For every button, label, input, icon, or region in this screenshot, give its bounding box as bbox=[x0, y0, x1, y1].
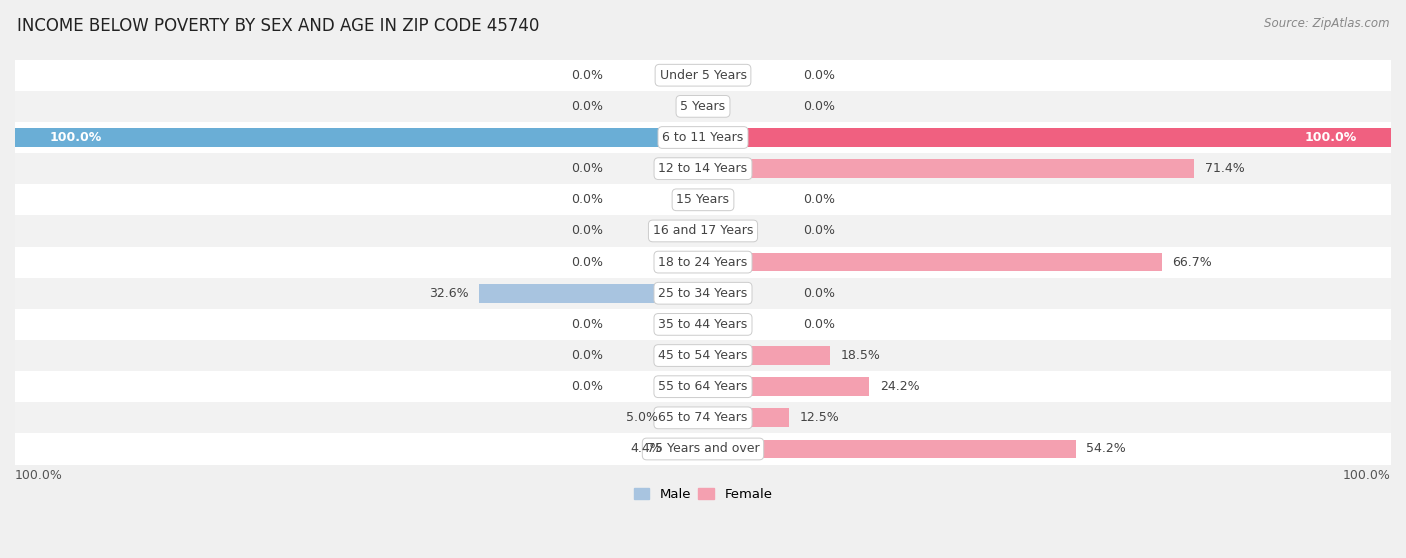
Bar bbox=[15, 278, 1391, 309]
Text: 16 and 17 Years: 16 and 17 Years bbox=[652, 224, 754, 238]
Text: 35 to 44 Years: 35 to 44 Years bbox=[658, 318, 748, 331]
Text: 4.4%: 4.4% bbox=[631, 442, 662, 455]
Text: 0.0%: 0.0% bbox=[803, 69, 835, 81]
Text: 32.6%: 32.6% bbox=[429, 287, 468, 300]
Text: 0.0%: 0.0% bbox=[571, 69, 603, 81]
Text: 0.0%: 0.0% bbox=[803, 193, 835, 206]
Text: 100.0%: 100.0% bbox=[15, 469, 63, 482]
Text: 0.0%: 0.0% bbox=[803, 287, 835, 300]
Text: INCOME BELOW POVERTY BY SEX AND AGE IN ZIP CODE 45740: INCOME BELOW POVERTY BY SEX AND AGE IN Z… bbox=[17, 17, 540, 35]
Text: 24.2%: 24.2% bbox=[880, 380, 920, 393]
Text: 0.0%: 0.0% bbox=[571, 380, 603, 393]
Text: 75 Years and over: 75 Years and over bbox=[647, 442, 759, 455]
Bar bbox=[15, 153, 1391, 184]
Bar bbox=[703, 128, 1391, 147]
Text: 0.0%: 0.0% bbox=[571, 100, 603, 113]
Bar bbox=[15, 215, 1391, 247]
Bar bbox=[15, 128, 703, 147]
Text: 65 to 74 Years: 65 to 74 Years bbox=[658, 411, 748, 424]
Text: 12 to 14 Years: 12 to 14 Years bbox=[658, 162, 748, 175]
Text: 66.7%: 66.7% bbox=[1173, 256, 1212, 268]
Text: 6 to 11 Years: 6 to 11 Years bbox=[662, 131, 744, 144]
Text: 12.5%: 12.5% bbox=[800, 411, 839, 424]
Bar bbox=[15, 122, 1391, 153]
Text: 71.4%: 71.4% bbox=[1205, 162, 1244, 175]
Text: 15 Years: 15 Years bbox=[676, 193, 730, 206]
Text: 5 Years: 5 Years bbox=[681, 100, 725, 113]
Text: 0.0%: 0.0% bbox=[571, 224, 603, 238]
Text: Under 5 Years: Under 5 Years bbox=[659, 69, 747, 81]
Text: 5.0%: 5.0% bbox=[626, 411, 658, 424]
Text: 0.0%: 0.0% bbox=[803, 224, 835, 238]
Text: 55 to 64 Years: 55 to 64 Years bbox=[658, 380, 748, 393]
Bar bbox=[672, 440, 703, 458]
Legend: Male, Female: Male, Female bbox=[628, 483, 778, 507]
Bar bbox=[15, 309, 1391, 340]
Bar bbox=[703, 440, 1076, 458]
Bar bbox=[15, 340, 1391, 371]
Bar bbox=[703, 253, 1161, 271]
Text: 0.0%: 0.0% bbox=[571, 318, 603, 331]
Bar bbox=[15, 247, 1391, 278]
Bar bbox=[15, 402, 1391, 434]
Text: 100.0%: 100.0% bbox=[1343, 469, 1391, 482]
Bar bbox=[15, 434, 1391, 465]
Text: 100.0%: 100.0% bbox=[1305, 131, 1357, 144]
Text: 45 to 54 Years: 45 to 54 Years bbox=[658, 349, 748, 362]
Text: 0.0%: 0.0% bbox=[571, 256, 603, 268]
Bar bbox=[478, 284, 703, 302]
Text: 25 to 34 Years: 25 to 34 Years bbox=[658, 287, 748, 300]
Text: 0.0%: 0.0% bbox=[803, 318, 835, 331]
Text: 0.0%: 0.0% bbox=[571, 349, 603, 362]
Text: Source: ZipAtlas.com: Source: ZipAtlas.com bbox=[1264, 17, 1389, 30]
Bar bbox=[703, 160, 1194, 178]
Text: 54.2%: 54.2% bbox=[1087, 442, 1126, 455]
Text: 0.0%: 0.0% bbox=[571, 193, 603, 206]
Text: 0.0%: 0.0% bbox=[571, 162, 603, 175]
Bar bbox=[15, 91, 1391, 122]
Bar bbox=[703, 408, 789, 427]
Bar bbox=[15, 184, 1391, 215]
Text: 100.0%: 100.0% bbox=[49, 131, 101, 144]
Text: 18.5%: 18.5% bbox=[841, 349, 880, 362]
Text: 0.0%: 0.0% bbox=[803, 100, 835, 113]
Bar bbox=[15, 60, 1391, 91]
Bar bbox=[703, 346, 831, 365]
Text: 18 to 24 Years: 18 to 24 Years bbox=[658, 256, 748, 268]
Bar bbox=[703, 377, 869, 396]
Bar bbox=[15, 371, 1391, 402]
Bar bbox=[669, 408, 703, 427]
